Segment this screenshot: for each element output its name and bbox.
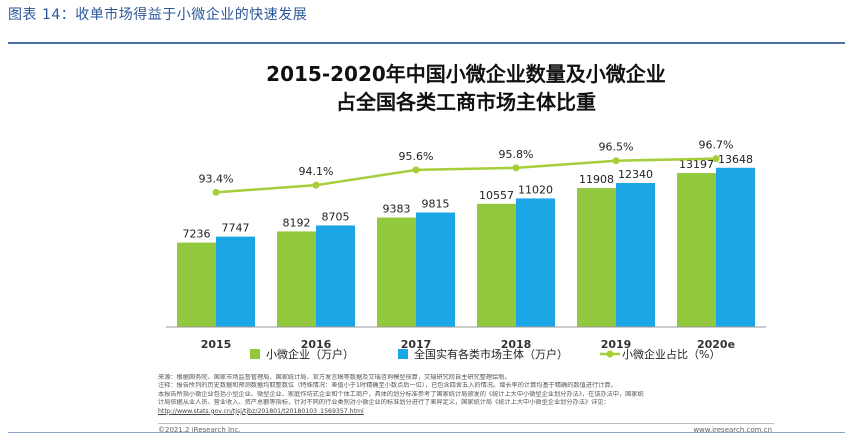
bar-value-label: 7236 xyxy=(183,228,211,241)
bar-value-label: 13197 xyxy=(679,158,714,171)
figure-caption: 图表 14：收单市场得益于小微企业的快速发展 xyxy=(8,7,308,23)
ratio-line xyxy=(215,157,717,194)
note-line: 来源：根据国务院、国家市场监督管理局、国家统计局、官方发言稿等数据及艾瑞咨询模型… xyxy=(158,374,511,381)
bottom-rule xyxy=(8,432,845,433)
ratio-label: 93.4% xyxy=(199,172,234,185)
legend-small-micro-label: 小微企业（万户） xyxy=(266,347,354,361)
x-tick-label: 2016 xyxy=(301,338,332,351)
ratio-label: 95.6% xyxy=(399,150,434,163)
legend-all-market-swatch xyxy=(398,349,408,359)
bar-small-micro xyxy=(277,231,316,327)
x-tick-label: 2019 xyxy=(601,338,632,351)
ratio-point xyxy=(412,166,420,174)
ratio-label: 95.8% xyxy=(499,148,534,161)
bar-value-label: 11020 xyxy=(518,183,553,196)
ratio-point xyxy=(512,164,520,172)
bar-small-micro xyxy=(677,173,716,327)
legend-all-market-label: 全国实有各类市场主体（万户） xyxy=(414,347,568,361)
note-line: 本报告所指小微企业包括小型企业、微型企业、家庭作坊式企业和个体工商户，具体的划分… xyxy=(158,390,644,398)
x-tick-label: 2015 xyxy=(201,338,232,351)
bar-all-market xyxy=(516,198,555,327)
bar-value-label: 7747 xyxy=(222,222,250,235)
x-tick-label: 2017 xyxy=(401,338,432,351)
legend-small-micro-swatch xyxy=(250,349,260,359)
bar-value-label: 12340 xyxy=(618,168,653,181)
bar-value-label: 11908 xyxy=(579,173,614,186)
note-url-link[interactable]: http://www.stats.gov.cn/tjsj/tjbz/201801… xyxy=(158,407,364,415)
note-line: 注释：报告所列的历史数据和预测数据均取整数位（特殊情况：差值小于1时精确至小数点… xyxy=(158,382,617,390)
legend-ratio-marker xyxy=(606,350,614,358)
ratio-point xyxy=(212,188,220,196)
bar-value-label: 8192 xyxy=(283,216,311,229)
ratio-point xyxy=(312,181,320,189)
legend-ratio-label: 小微企业占比（%） xyxy=(622,347,720,361)
copyright: ©2021.2 iResearch Inc. xyxy=(158,426,241,434)
bar-all-market xyxy=(716,167,755,327)
bar-value-label: 9815 xyxy=(422,197,450,210)
chart-title-line-1: 2015-2020年中国小微企业数量及小微企业 xyxy=(266,62,666,86)
ratio-label: 94.1% xyxy=(299,165,334,178)
note-line: 计局依据从业人员、营业收入、资产总额等指标，针对不同的行业类别对小微企业的标准划… xyxy=(158,399,610,407)
bar-small-micro xyxy=(477,203,516,327)
bar-value-label: 8705 xyxy=(322,210,350,223)
x-tick-label: 2018 xyxy=(501,338,532,351)
caption-rule xyxy=(8,42,845,44)
bar-all-market xyxy=(416,212,455,327)
bar-all-market xyxy=(216,236,255,327)
bar-value-label: 9383 xyxy=(383,203,411,216)
ratio-point xyxy=(612,157,620,165)
bar-small-micro xyxy=(177,242,216,327)
bar-value-label: 10557 xyxy=(479,189,514,202)
ratio-point xyxy=(712,155,720,163)
chart-svg: 7236 7747 8192 8705 9383 9815 10557 11020 11908 1… xyxy=(166,139,766,361)
ratio-label: 96.7% xyxy=(699,139,734,152)
site-url: www.iresearch.com.cn xyxy=(693,426,772,434)
x-tick-label: 2020e xyxy=(697,338,735,351)
source-notes: 来源：根据国务院、国家市场监督管理局、国家统计局、官方发言稿等数据及艾瑞咨询模型… xyxy=(158,374,774,416)
bar-small-micro xyxy=(377,217,416,327)
bar-value-label: 13648 xyxy=(718,153,753,166)
chart-figure: 2015-2020年中国小微企业数量及小微企业 占全国各类工商市场主体比重 72… xyxy=(150,52,782,438)
ratio-label: 96.5% xyxy=(599,141,634,154)
bar-small-micro xyxy=(577,188,616,327)
bar-all-market xyxy=(616,183,655,327)
bar-all-market xyxy=(316,225,355,327)
chart-title-line-2: 占全国各类工商市场主体比重 xyxy=(336,90,596,114)
footer-divider xyxy=(158,423,774,424)
